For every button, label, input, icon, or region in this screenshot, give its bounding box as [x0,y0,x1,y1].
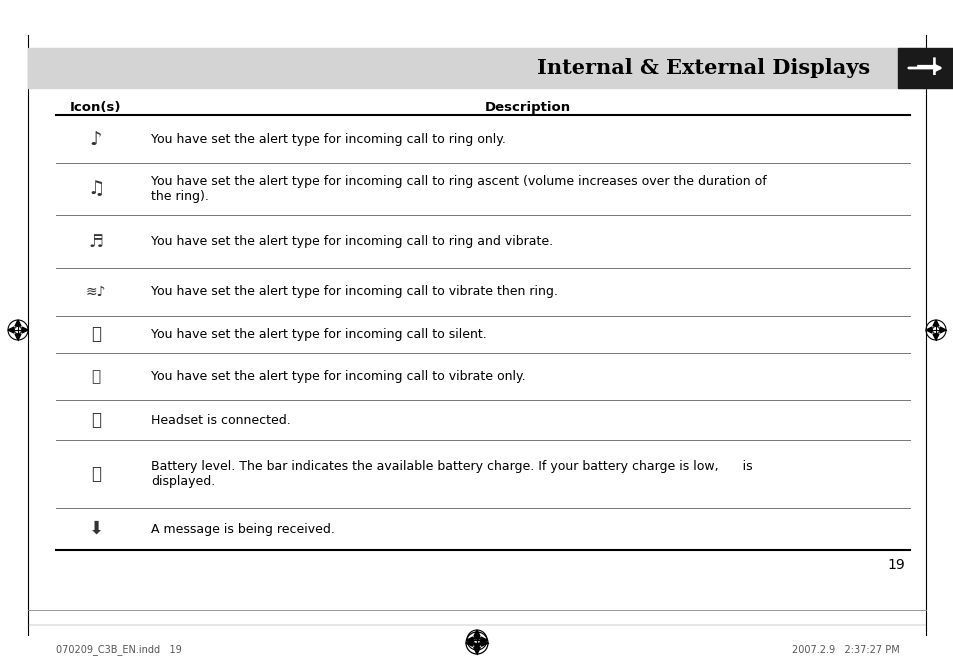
Text: Description: Description [484,101,571,114]
Polygon shape [15,334,21,340]
Polygon shape [8,327,14,333]
Text: 🎧: 🎧 [91,411,101,429]
Text: ♫: ♫ [87,180,105,198]
Polygon shape [480,637,486,643]
Polygon shape [481,640,488,646]
Polygon shape [932,334,938,340]
Text: 2007.2.9   2:37:27 PM: 2007.2.9 2:37:27 PM [791,645,899,655]
Polygon shape [22,327,28,333]
Text: A message is being received.: A message is being received. [151,523,335,535]
Text: ♬: ♬ [89,233,103,251]
Bar [897,48,953,88]
Text: You have set the alert type for incoming call to vibrate only.: You have set the alert type for incoming… [151,370,525,383]
Polygon shape [925,327,931,333]
Polygon shape [465,640,472,646]
Text: You have set the alert type for incoming call to vibrate then ring.: You have set the alert type for incoming… [151,285,558,299]
Text: 🔋: 🔋 [91,465,101,483]
Text: 070209_C3B_EN.indd   19: 070209_C3B_EN.indd 19 [56,644,182,656]
Text: 19: 19 [886,558,904,572]
Text: You have set the alert type for incoming call to ring only.: You have set the alert type for incoming… [151,133,505,146]
Polygon shape [474,632,479,638]
Text: 🔇: 🔇 [91,325,101,344]
Text: Internal & External Displays: Internal & External Displays [537,58,869,78]
Text: You have set the alert type for incoming call to ring ascent (volume increases o: You have set the alert type for incoming… [151,175,766,203]
Text: ♪: ♪ [90,130,102,149]
Text: Icon(s): Icon(s) [71,101,122,114]
Polygon shape [939,327,945,333]
Polygon shape [467,637,473,643]
Bar [28,48,925,88]
Polygon shape [474,648,479,654]
Polygon shape [932,320,938,326]
Polygon shape [474,630,479,636]
Text: Headset is connected.: Headset is connected. [151,414,291,426]
Text: You have set the alert type for incoming call to silent.: You have set the alert type for incoming… [151,328,486,341]
Polygon shape [15,320,21,326]
Text: ⬇: ⬇ [89,520,104,538]
Text: You have set the alert type for incoming call to ring and vibrate.: You have set the alert type for incoming… [151,235,553,248]
Text: ≋♪: ≋♪ [86,285,106,299]
Text: ⊣: ⊣ [914,56,937,80]
Text: Battery level. The bar indicates the available battery charge. If your battery c: Battery level. The bar indicates the ava… [151,460,752,488]
Polygon shape [474,644,479,650]
Text: 📳: 📳 [91,369,100,384]
